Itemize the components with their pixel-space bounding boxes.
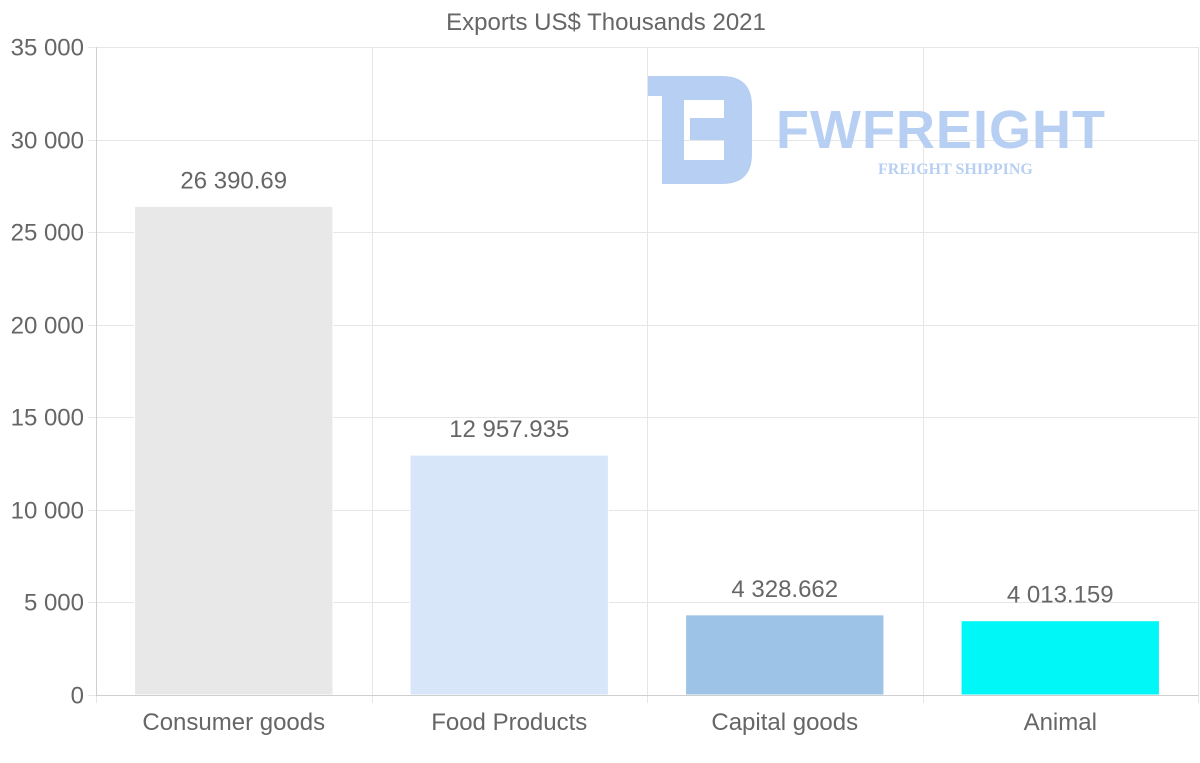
watermark-tagline: FREIGHT SHIPPING	[878, 161, 1033, 178]
y-tick-label: 5 000	[24, 590, 84, 617]
watermark: FWFREIGHT FREIGHT SHIPPING	[648, 76, 1106, 184]
y-tick-label: 0	[71, 683, 84, 710]
y-axis: 0 5 000 10 000 15 000 20 000 25 000 30 000 35 0…	[11, 35, 97, 710]
x-tick-label: Food Products	[431, 709, 587, 736]
x-axis: Consumer goods Food Products Capital goods…	[96, 695, 1198, 736]
data-label: 26 390.69	[180, 167, 287, 194]
watermark-name: FWFREIGHT	[776, 100, 1106, 160]
y-tick-label: 15 000	[11, 405, 84, 432]
y-tick-label: 30 000	[11, 128, 84, 155]
data-labels: 26 390.69 12 957.935 4 328.662 4 013.159	[180, 167, 1113, 608]
y-tick-label: 20 000	[11, 313, 84, 340]
x-tick-label: Animal	[1024, 709, 1097, 736]
bar-food-products[interactable]	[409, 454, 609, 696]
bar-consumer-goods[interactable]	[134, 205, 334, 696]
x-tick-label: Consumer goods	[142, 709, 325, 736]
bar-animal[interactable]	[960, 620, 1160, 696]
bars	[134, 205, 1160, 696]
bar-capital-goods[interactable]	[685, 614, 885, 696]
y-tick-label: 25 000	[11, 220, 84, 247]
data-label: 4 013.159	[1007, 582, 1114, 609]
y-tick-label: 35 000	[11, 35, 84, 62]
y-tick-label: 10 000	[11, 498, 84, 525]
data-label: 4 328.662	[731, 576, 838, 603]
fwfreight-logo-icon	[648, 76, 752, 184]
chart-title: Exports US$ Thousands 2021	[446, 9, 766, 36]
data-label: 12 957.935	[449, 416, 569, 443]
x-tick-label: Capital goods	[711, 709, 858, 736]
